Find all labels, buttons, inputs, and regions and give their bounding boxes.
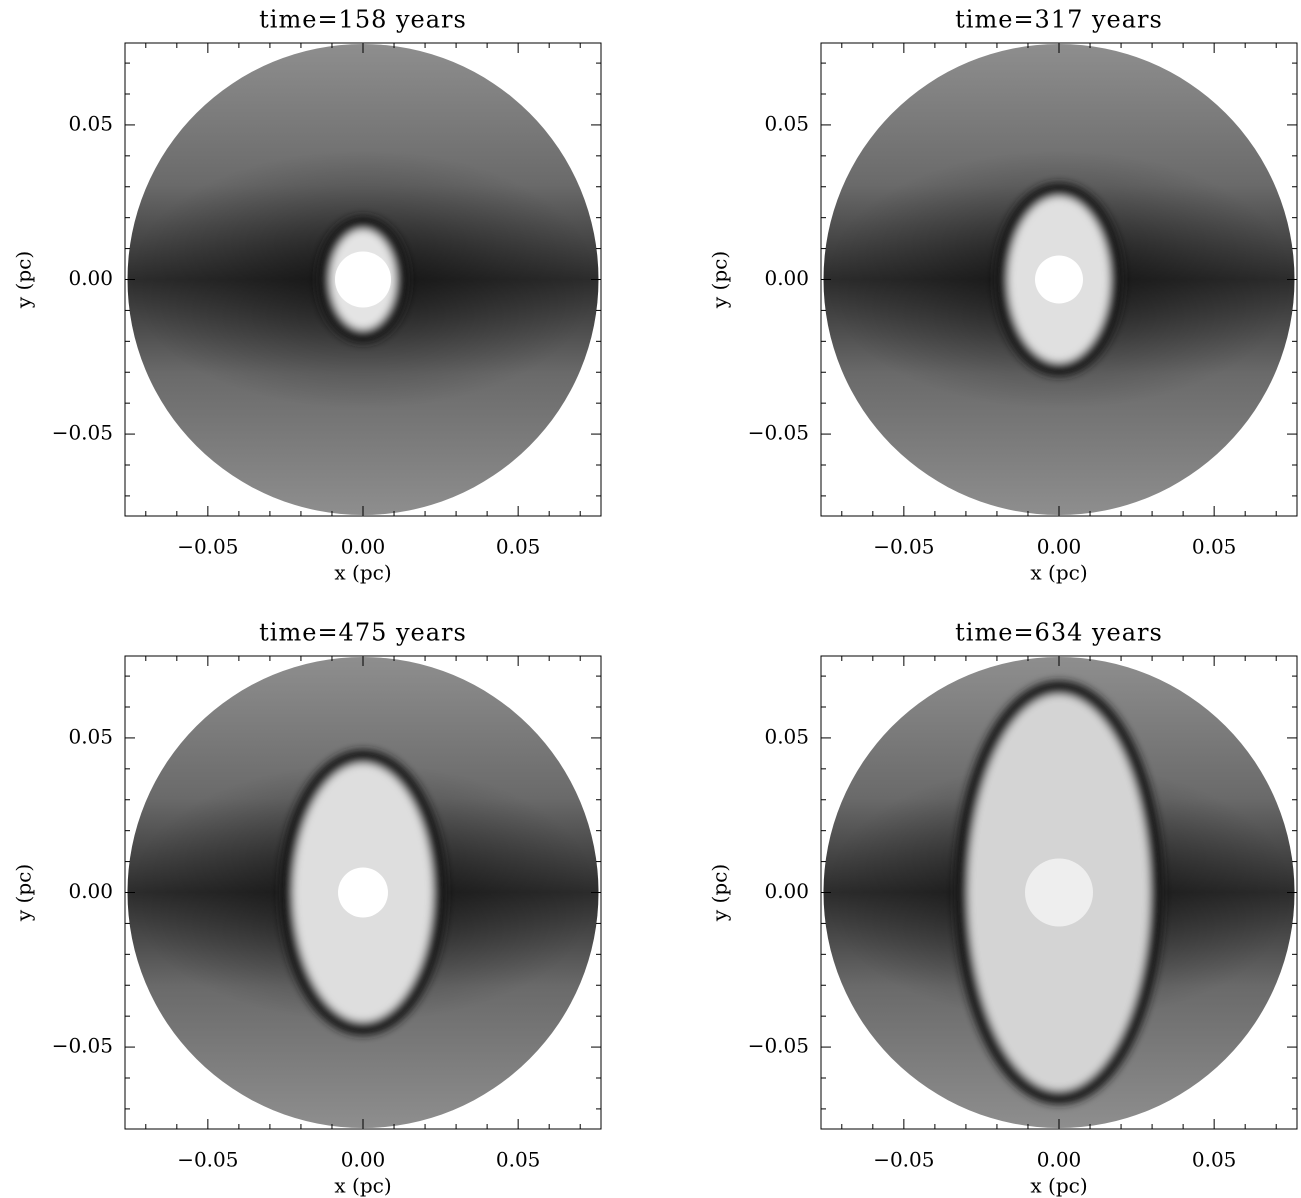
y-axis-label: y (pc) [708,864,732,922]
y-tick-label: 0.00 [68,879,113,903]
x-axis-label: x (pc) [334,1174,391,1198]
central-source [335,251,391,308]
x-tick-label: 0.00 [341,1148,386,1172]
x-axis-label: x (pc) [334,561,391,585]
panel-title: time=475 years [259,619,467,647]
panel-title: time=634 years [955,619,1163,647]
panel-title: time=317 years [955,6,1163,34]
y-axis-label: y (pc) [12,251,36,309]
x-tick-label: −0.05 [177,535,238,559]
y-tick-label: −0.05 [748,1034,809,1058]
x-axis-label: x (pc) [1030,561,1087,585]
x-tick-label: 0.05 [1192,535,1237,559]
x-tick-label: 0.05 [496,535,541,559]
x-tick-label: 0.00 [1037,535,1082,559]
y-tick-label: 0.00 [68,266,113,290]
y-tick-label: 0.05 [764,724,809,748]
y-tick-label: −0.05 [52,421,113,445]
central-source [338,867,388,918]
y-tick-label: −0.05 [52,1034,113,1058]
central-source [1025,858,1093,927]
x-tick-label: −0.05 [873,1148,934,1172]
y-tick-label: 0.00 [764,879,809,903]
y-tick-label: 0.00 [764,266,809,290]
x-axis-label: x (pc) [1030,1174,1087,1198]
y-tick-label: 0.05 [68,724,113,748]
y-tick-label: 0.05 [764,111,809,135]
y-tick-label: 0.05 [68,111,113,135]
x-tick-label: 0.00 [341,535,386,559]
y-tick-label: −0.05 [748,421,809,445]
panel-title: time=158 years [259,6,467,34]
y-axis-label: y (pc) [708,251,732,309]
central-source [1035,255,1083,304]
x-tick-label: 0.00 [1037,1148,1082,1172]
y-axis-label: y (pc) [12,864,36,922]
x-tick-label: 0.05 [496,1148,541,1172]
x-tick-label: −0.05 [873,535,934,559]
x-tick-label: 0.05 [1192,1148,1237,1172]
x-tick-label: −0.05 [177,1148,238,1172]
